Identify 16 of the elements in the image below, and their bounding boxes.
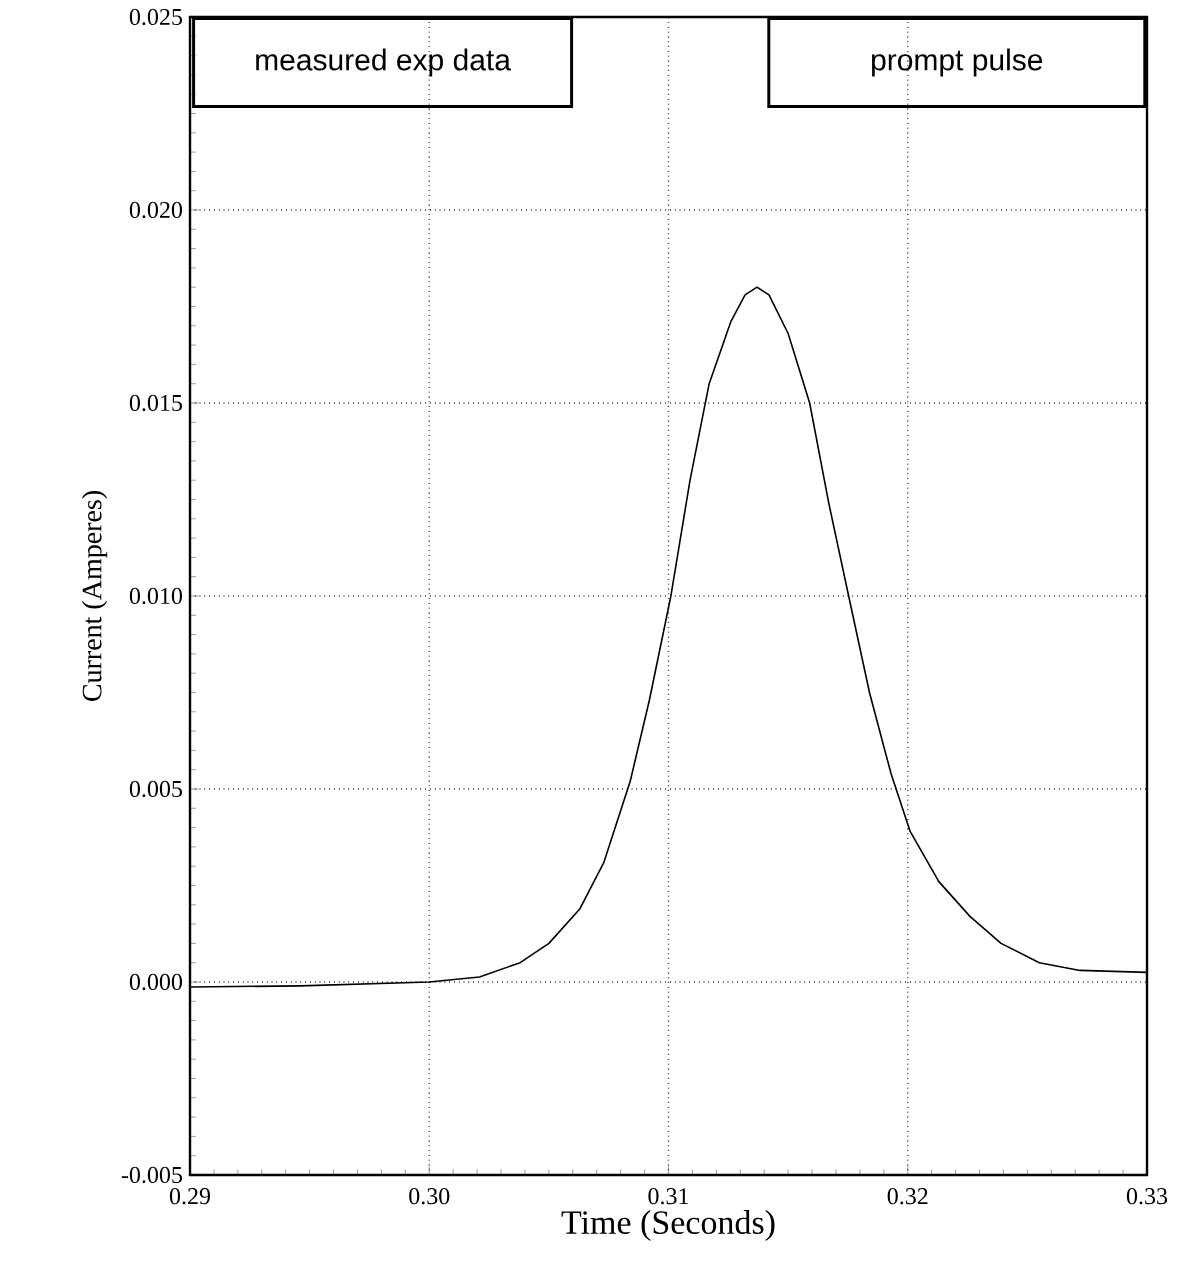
y-tick-label: -0.005	[121, 1166, 183, 1184]
annotation: measured exp data	[256, 48, 511, 77]
y-tick-label: 0.015	[129, 394, 183, 412]
x-tick-label: 0.29	[169, 1188, 211, 1205]
y-tick-label: 0.000	[129, 973, 183, 991]
y-tick-label: 0.025	[129, 8, 183, 26]
x-tick-label: 0.32	[887, 1188, 928, 1205]
y-tick-label: 0.020	[129, 201, 183, 219]
y-tick-label: 0.005	[129, 780, 183, 798]
x-tick-label: 0.31	[648, 1188, 689, 1205]
x-tick-label: 0.30	[409, 1188, 450, 1205]
y-tick-label: 0.010	[129, 587, 183, 605]
x-axis-title: Time (Seconds)	[561, 1210, 775, 1241]
annotation: prompt pulse	[872, 48, 1043, 77]
y-axis-title: Current (Amperes)	[81, 491, 108, 701]
x-tick-label: 0.33	[1126, 1188, 1168, 1205]
